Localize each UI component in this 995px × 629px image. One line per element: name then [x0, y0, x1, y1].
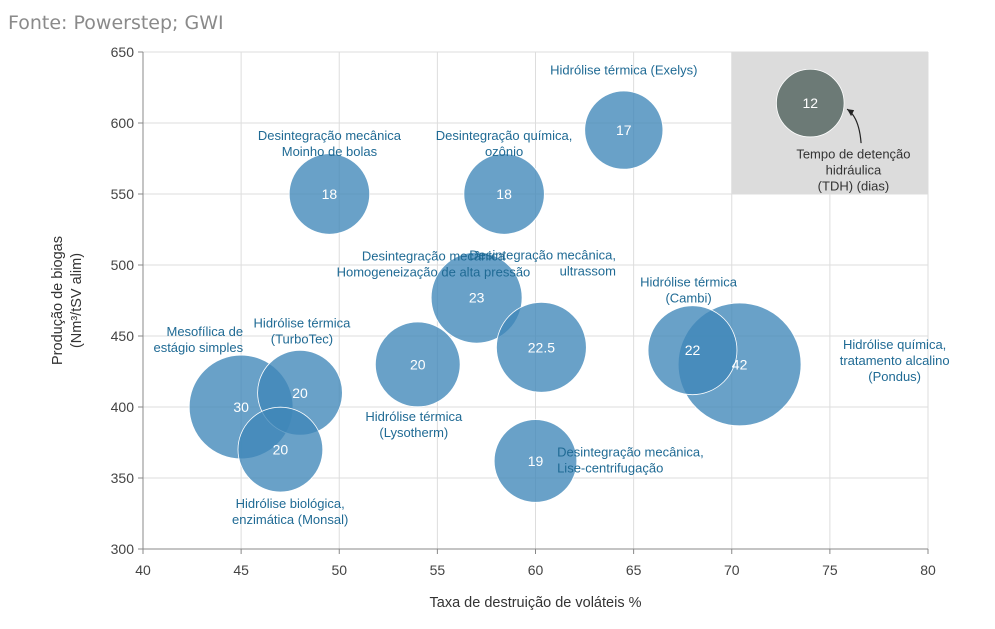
bubble-size-label: 20 — [410, 356, 426, 372]
bubble-annotation-line: Mesofílica de — [166, 324, 243, 339]
bubble — [463, 153, 545, 235]
y-axis-title: Produção de biogas (Nm³/tSV alim) — [50, 236, 85, 365]
x-tick-label: 60 — [528, 562, 544, 578]
bubble-size-label: 42 — [732, 356, 748, 372]
bubble-size-label: 18 — [322, 186, 338, 202]
bubble-annotation: Hidrólise térmica (TurboTec) — [254, 315, 352, 346]
x-tick-label: 50 — [331, 562, 347, 578]
legend-arrow-head — [847, 109, 855, 117]
bubble-annotation: Hidrólise biológica, enzimática (Monsal) — [232, 496, 348, 527]
bubble-annotation: Hidrólise térmica (Lysotherm) — [365, 409, 463, 440]
x-tick-label: 45 — [233, 562, 249, 578]
y-tick-label: 550 — [111, 186, 135, 202]
bubble-annotation-line: Desintegração mecânica, — [557, 445, 704, 460]
bubble-annotation: Hidrólise química, tratamento alcalino (Po… — [840, 337, 950, 384]
bubble-annotation-line: enzimática (Monsal) — [232, 512, 348, 527]
bubble-annotation-line: Desintegração mecânica — [258, 128, 402, 143]
bubble-annotation-line: Hidrólise biológica, — [236, 496, 345, 511]
bubble-size-label: 20 — [273, 442, 289, 458]
legend-bubble — [776, 68, 845, 138]
bubble-annotation-line: estágio simples — [153, 340, 243, 355]
bubble — [288, 153, 371, 235]
legend-size-label: 12 — [802, 95, 818, 111]
bubble — [237, 406, 324, 493]
bubble-annotation-line: Hidrólise térmica — [365, 409, 463, 424]
bubble-annotation: Desintegração mecânica Homogeneização de … — [337, 249, 531, 280]
bubble-annotation-line: (TurboTec) — [271, 331, 333, 346]
y-tick-label: 450 — [111, 328, 135, 344]
y-tick-label: 300 — [111, 541, 135, 557]
bubble-annotation-line: (Lysotherm) — [379, 425, 448, 440]
bubble-annotation-line: ozônio — [485, 144, 523, 159]
y-axis-title-line: Produção de biogas — [50, 236, 66, 365]
bubble-annotation-line: Hidrólise térmica — [254, 315, 352, 330]
x-tick-label: 65 — [626, 562, 642, 578]
bubble-annotation-line: Lise-centrifugação — [557, 461, 663, 476]
y-axis-title-line: (Nm³/tSV alim) — [69, 253, 85, 348]
y-tick-label: 600 — [111, 115, 135, 131]
y-tick-label: 350 — [111, 470, 135, 486]
source-note: Fonte: Powerstep; GWI — [8, 12, 224, 34]
bubble-annotation-line: Hidrólise térmica (Exelys) — [550, 63, 697, 78]
bubble-annotation-line: Desintegração mecânica — [362, 249, 506, 264]
bubble-annotation-line: (Cambi) — [665, 290, 711, 305]
bubble-annotation-line: (Pondus) — [868, 369, 921, 384]
bubble-size-label: 23 — [469, 290, 485, 306]
y-tick-label: 400 — [111, 399, 135, 415]
bubble-size-label: 20 — [292, 385, 308, 401]
y-tick-label: 500 — [111, 257, 135, 273]
bubble-annotation: Desintegração mecânica Moinho de bolas — [258, 128, 402, 159]
bubble-annotation-line: tratamento alcalino — [840, 353, 950, 368]
bubble-annotation-line: Moinho de bolas — [282, 144, 378, 159]
bubble — [647, 305, 738, 396]
bubble-annotation: Hidrólise térmica (Exelys) — [550, 63, 697, 78]
bubble — [584, 90, 664, 170]
legend-caption-line: (TDH) (dias) — [818, 178, 890, 193]
bubble-size-label: 18 — [496, 186, 512, 202]
bubble-annotation: Desintegração química, ozônio — [436, 128, 573, 159]
bubble-annotation-line: Hidrólise térmica — [640, 274, 738, 289]
bubble-annotation: Desintegração mecânica, Lise-centrifugaçã… — [557, 445, 704, 476]
legend: 12 Tempo de detenção hidráulica (TDH) (dias… — [776, 68, 911, 193]
bubble — [374, 321, 461, 408]
bubble — [430, 251, 523, 344]
x-tick-label: 80 — [920, 562, 936, 578]
bubble-size-label: 22 — [685, 342, 701, 358]
bubble-annotation: Desintegração mecânica, ultrassom — [469, 247, 616, 278]
bubble — [493, 419, 578, 503]
bubble — [496, 301, 587, 393]
bubble-annotation: Mesofílica de estágio simples — [153, 324, 243, 355]
x-tick-label: 40 — [135, 562, 151, 578]
bubbles: 18 18 17 23 22.5 20 30 20 20 19 22 42 — [188, 90, 802, 503]
bubble-annotation-line: Desintegração química, — [436, 128, 573, 143]
axes: 40 45 50 55 60 65 70 75 80 300 350 400 450 500 550 600 6… — [111, 44, 936, 578]
bubble-size-label: 19 — [528, 453, 544, 469]
legend-caption: Tempo de detenção hidráulica (TDH) (dias) — [796, 146, 910, 193]
bubble-annotation-line: Hidrólise química, — [843, 337, 946, 352]
bubble-size-label: 17 — [616, 122, 632, 138]
bubble-annotation: Hidrólise térmica (Cambi) — [640, 274, 738, 305]
x-tick-label: 70 — [724, 562, 740, 578]
bubble-annotation-line: Homogeneização de alta pressão — [337, 265, 531, 280]
legend-caption-line: hidráulica — [826, 162, 882, 177]
legend-caption-line: Tempo de detenção — [796, 146, 910, 161]
x-tick-label: 55 — [430, 562, 446, 578]
x-tick-label: 75 — [822, 562, 838, 578]
bubble-labels: Desintegração mecânica Moinho de bolasDes… — [153, 63, 949, 527]
bubble-annotation-line: ultrassom — [560, 263, 616, 278]
bubble-size-label: 22.5 — [528, 339, 555, 355]
y-tick-label: 650 — [111, 44, 135, 60]
bubble-size-label: 30 — [233, 399, 249, 415]
bubble-annotation-line: Desintegração mecânica, — [469, 247, 616, 262]
x-axis-title: Taxa de destruição de voláteis % — [430, 595, 642, 611]
